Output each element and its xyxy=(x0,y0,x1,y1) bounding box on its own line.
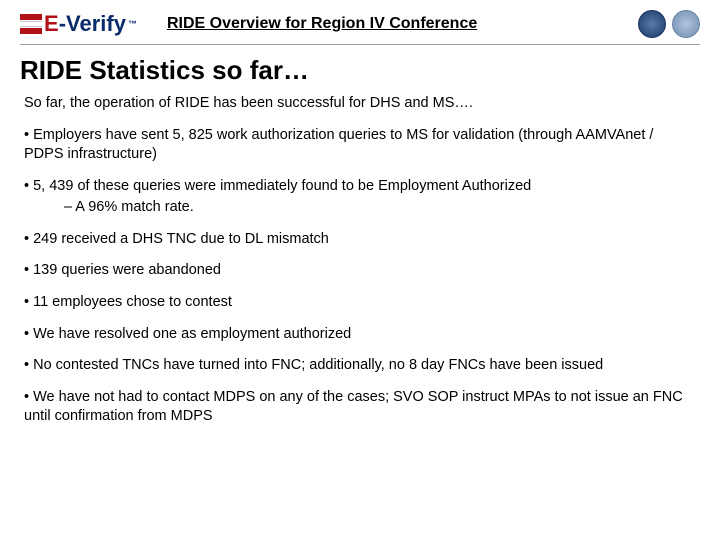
bullet-text: • No contested TNCs have turned into FNC… xyxy=(24,357,603,373)
logo-e: E xyxy=(44,11,59,36)
intro-text: So far, the operation of RIDE has been s… xyxy=(24,94,696,114)
everify-logo: E-Verify ™ xyxy=(20,11,137,37)
logo-group: E-Verify ™ RIDE Overview for Region IV C… xyxy=(20,11,477,37)
logo-dash: - xyxy=(59,11,66,36)
bullet-item: • 249 received a DHS TNC due to DL misma… xyxy=(24,230,696,250)
sub-bullet-text: – A 96% match rate. xyxy=(24,198,696,218)
header-title: RIDE Overview for Region IV Conference xyxy=(167,15,477,33)
bullet-item: • We have resolved one as employment aut… xyxy=(24,325,696,345)
header-divider xyxy=(20,44,700,45)
bullet-item: • Employers have sent 5, 825 work author… xyxy=(24,126,696,165)
dhs-seal-icon xyxy=(638,10,666,38)
bullet-item: • 5, 439 of these queries were immediate… xyxy=(24,177,696,218)
everify-text: E-Verify xyxy=(44,11,126,37)
uscis-seal-icon xyxy=(672,10,700,38)
logo-verify: Verify xyxy=(66,11,126,36)
flag-icon xyxy=(20,14,42,34)
slide-title: RIDE Statistics so far… xyxy=(0,55,720,94)
bullet-text: • 249 received a DHS TNC due to DL misma… xyxy=(24,231,329,247)
bullet-text: • We have resolved one as employment aut… xyxy=(24,326,351,342)
bullet-text: • Employers have sent 5, 825 work author… xyxy=(24,127,653,163)
bullet-item: • We have not had to contact MDPS on any… xyxy=(24,388,696,427)
bullet-text: • 11 employees chose to contest xyxy=(24,294,232,310)
bullet-text: • 139 queries were abandoned xyxy=(24,262,221,278)
bullet-item: • 11 employees chose to contest xyxy=(24,293,696,313)
bullet-text: • We have not had to contact MDPS on any… xyxy=(24,389,683,425)
bullet-item: • 139 queries were abandoned xyxy=(24,261,696,281)
slide-content: So far, the operation of RIDE has been s… xyxy=(0,94,720,427)
seal-group xyxy=(638,10,700,38)
bullet-text: • 5, 439 of these queries were immediate… xyxy=(24,178,531,194)
header-bar: E-Verify ™ RIDE Overview for Region IV C… xyxy=(0,0,720,42)
trademark-icon: ™ xyxy=(128,19,137,29)
bullet-item: • No contested TNCs have turned into FNC… xyxy=(24,356,696,376)
